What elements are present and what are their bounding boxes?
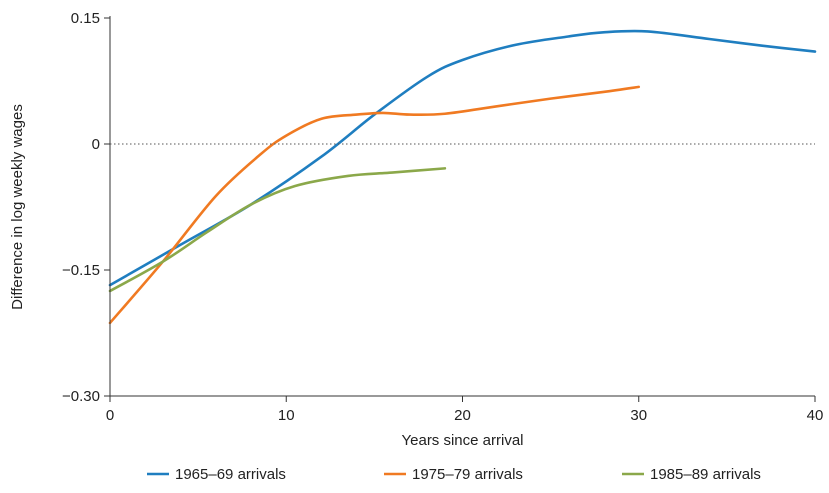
series-line-3 [108,167,447,293]
legend-item-3: 1985–89 arrivals [622,466,761,483]
x-tick-label: 30 [630,407,647,424]
legend-item-2: 1975–79 arrivals [384,466,523,483]
legend-label: 1975–79 arrivals [412,466,523,483]
legend: 1965–69 arrivals 1975–79 arrivals 1985–89 … [147,466,761,483]
x-tick-label: 40 [807,407,824,424]
y-tick-label: −0.30 [62,388,100,405]
legend-label: 1965–69 arrivals [175,466,286,483]
x-tick-label: 10 [278,407,295,424]
y-tick-label: −0.15 [62,262,100,279]
series-line-1 [108,29,817,287]
plot-area [108,29,817,325]
x-axis-title: Years since arrival [402,432,524,449]
x-tick-label: 0 [106,407,114,424]
series-line-2 [108,85,641,325]
y-tick-label: 0.15 [71,10,100,27]
y-axis-title: Difference in log weekly wages [9,104,26,310]
y-tick-label: 0 [92,136,100,153]
legend-label: 1985–89 arrivals [650,466,761,483]
legend-item-1: 1965–69 arrivals [147,466,286,483]
x-tick-label: 20 [454,407,471,424]
axes: −0.30 −0.15 0 0.15 0 10 20 30 40 Years since arri… [9,10,823,449]
